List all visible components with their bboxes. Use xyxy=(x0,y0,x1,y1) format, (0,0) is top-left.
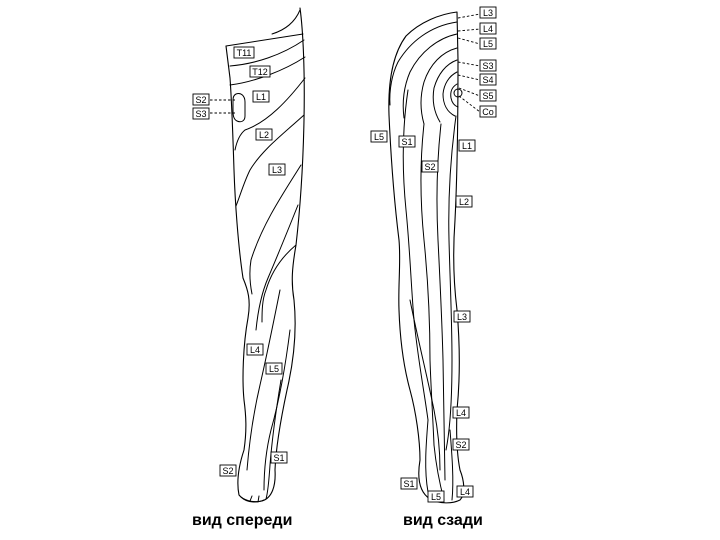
svg-text:L4: L4 xyxy=(483,24,493,34)
back-leg-outline xyxy=(388,11,465,504)
front-l3-l4-line xyxy=(249,164,302,295)
back-co-leader xyxy=(458,95,481,113)
back-label-s5: S5 xyxy=(479,89,497,102)
back-arc-5 xyxy=(442,71,458,117)
front-l4-l5-line xyxy=(246,289,281,471)
front-l4-mid-line xyxy=(255,204,299,331)
svg-text:L4: L4 xyxy=(250,345,260,355)
back-label-l4-top: L4 xyxy=(479,22,497,35)
svg-text:L1: L1 xyxy=(462,141,472,151)
front-leg-outline xyxy=(225,7,305,503)
back-arc-6 xyxy=(450,83,459,108)
front-s2-s3-patch xyxy=(232,93,246,123)
back-arc-2 xyxy=(402,33,458,119)
svg-text:S2: S2 xyxy=(222,466,233,476)
svg-text:S1: S1 xyxy=(401,137,412,147)
svg-text:L2: L2 xyxy=(259,130,269,140)
back-view-caption: вид сзади xyxy=(403,512,483,529)
front-view-caption: вид спереди xyxy=(192,512,293,529)
back-l3-leader xyxy=(457,13,481,19)
back-label-l3-top: L3 xyxy=(479,6,497,19)
back-s2-medial-line xyxy=(436,123,446,481)
front-label-l3: L3 xyxy=(268,163,286,176)
back-s5-leader xyxy=(458,87,481,97)
back-s4-leader xyxy=(457,74,481,81)
front-label-l2: L2 xyxy=(255,128,273,141)
front-knee-line xyxy=(261,244,297,323)
svg-text:L5: L5 xyxy=(269,364,279,374)
svg-text:L3: L3 xyxy=(457,312,467,322)
front-label-s2-bottom: S2 xyxy=(219,464,237,477)
svg-text:L2: L2 xyxy=(459,197,469,207)
front-label-l4: L4 xyxy=(246,343,264,356)
back-label-s2-ankle: S2 xyxy=(452,438,470,451)
front-t11-top-line xyxy=(225,33,304,47)
svg-text:L5: L5 xyxy=(483,39,493,49)
back-label-l5-side: L5 xyxy=(370,130,388,143)
back-ankle-line-a xyxy=(425,419,429,493)
back-label-s1-thigh: S1 xyxy=(398,135,416,148)
front-label-t12: T12 xyxy=(249,65,271,78)
svg-text:L4: L4 xyxy=(460,487,470,497)
back-arc-1 xyxy=(389,21,458,106)
front-label-t11: T11 xyxy=(233,46,255,59)
front-leg-view xyxy=(210,7,306,503)
back-label-l5-foot: L5 xyxy=(427,490,445,503)
svg-text:L4: L4 xyxy=(456,408,466,418)
back-s3-leader xyxy=(457,61,481,67)
svg-text:L3: L3 xyxy=(272,165,282,175)
back-arc-3 xyxy=(420,47,458,125)
back-label-l5-top: L5 xyxy=(479,37,497,50)
front-label-l5: L5 xyxy=(265,362,283,375)
back-leg-view xyxy=(388,11,481,504)
svg-text:L3: L3 xyxy=(483,8,493,18)
back-label-l4-ankle: L4 xyxy=(452,406,470,419)
svg-text:T12: T12 xyxy=(252,67,268,77)
svg-text:S1: S1 xyxy=(403,479,414,489)
svg-text:S5: S5 xyxy=(482,91,493,101)
front-l5-s1-line xyxy=(263,329,291,491)
front-l1-l2-line xyxy=(234,77,306,151)
front-t11-t12-line xyxy=(229,39,305,67)
front-label-s1: S1 xyxy=(270,451,288,464)
svg-text:L5: L5 xyxy=(431,492,441,502)
svg-text:S2: S2 xyxy=(424,162,435,172)
svg-text:S4: S4 xyxy=(482,75,493,85)
back-label-l3-calf: L3 xyxy=(453,310,471,323)
svg-text:S2: S2 xyxy=(455,440,466,450)
back-label-l2: L2 xyxy=(455,195,473,208)
svg-text:T11: T11 xyxy=(237,48,252,58)
front-label-l1: L1 xyxy=(252,90,270,103)
svg-text:S3: S3 xyxy=(482,61,493,71)
svg-text:L1: L1 xyxy=(256,92,266,102)
back-label-l4-foot: L4 xyxy=(456,485,474,498)
back-label-s1-foot: S1 xyxy=(400,477,418,490)
back-label-l1: L1 xyxy=(458,139,476,152)
front-crease-line xyxy=(271,9,301,35)
back-l4-leader xyxy=(457,28,481,32)
back-label-s3: S3 xyxy=(479,59,497,72)
back-inner-calf-line xyxy=(409,299,441,471)
front-label-s2-top: S2 xyxy=(192,93,210,106)
back-coccyx-ring xyxy=(453,88,463,98)
back-l1-l2-line xyxy=(445,115,457,451)
back-arc-4 xyxy=(432,59,458,123)
back-label-s2-thigh: S2 xyxy=(421,160,439,173)
back-heel-line xyxy=(449,429,454,501)
svg-text:Co: Co xyxy=(482,107,494,117)
svg-text:S2: S2 xyxy=(195,95,206,105)
svg-text:S1: S1 xyxy=(273,453,284,463)
back-l5-s1-line xyxy=(402,89,429,421)
svg-text:L5: L5 xyxy=(374,132,384,142)
back-label-co: Co xyxy=(479,105,497,118)
svg-text:S3: S3 xyxy=(195,109,206,119)
front-s1-inner-line xyxy=(265,379,282,500)
front-label-s3: S3 xyxy=(192,107,210,120)
back-label-s4: S4 xyxy=(479,73,497,86)
front-l2-l3-line xyxy=(235,114,305,207)
front-foot-toes xyxy=(240,495,265,503)
back-l5-leader xyxy=(457,37,481,45)
